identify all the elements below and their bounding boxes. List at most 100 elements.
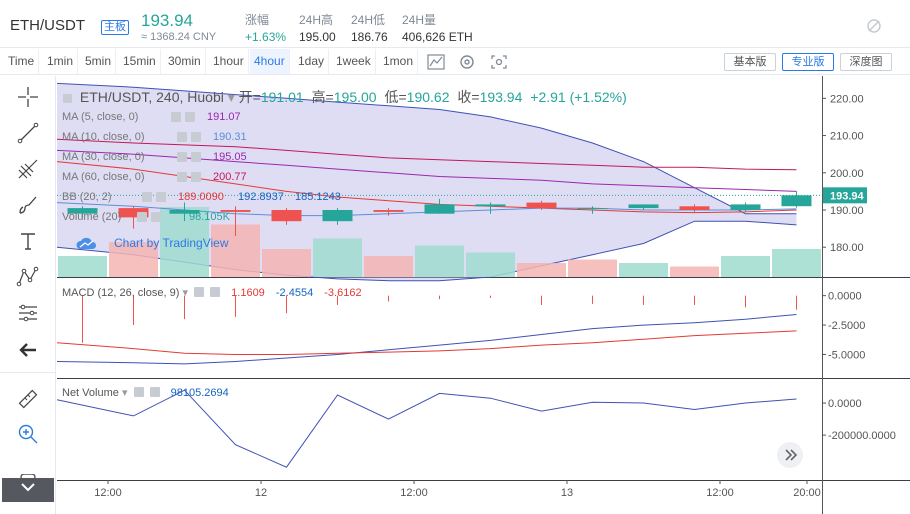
stat-value: +1.63% [245,30,287,44]
time-tick-label: 13 [561,487,573,499]
ma60-legend: MA (60, close, 0) 200.77 [62,170,247,184]
main-legend: ETH/USDT, 240, Huobi ▾ 开=191.01 高=195.00… [63,89,627,106]
crosshair-icon[interactable] [16,85,40,109]
tf-time[interactable]: Time [4,49,40,74]
tf-30min[interactable]: 30min [164,49,206,74]
indicator-remove-icon[interactable] [191,152,201,162]
ma30-line [56,149,797,192]
indicator-remove-icon[interactable] [156,192,166,202]
tf-15min[interactable]: 15min [119,49,161,74]
indicator-settings-icon[interactable] [177,172,187,182]
bb-legend: BB (20, 2) 189.0090 192.8937 185.1243 [62,190,341,204]
change-value: +2.91 (+1.52%) [530,89,627,105]
legend-chevron-icon[interactable]: ▾ [227,89,239,105]
scroll-to-latest-icon[interactable] [776,441,804,469]
tf-4hour[interactable]: 4hour [250,49,290,74]
indicator-label: Net Volume [62,387,119,399]
tf-1hour[interactable]: 1hour [209,49,249,74]
pattern-icon[interactable] [16,265,40,289]
indicator-remove-icon[interactable] [191,172,201,182]
indicator-value: 195.05 [213,151,247,163]
market-badge: 主板 [101,20,129,35]
net-volume-line [56,389,797,468]
price-tick-label: 220.00 [830,93,864,105]
tf-1week[interactable]: 1week [332,49,376,74]
indicator-settings-icon[interactable] [177,132,187,142]
high-value: 195.00 [333,89,377,105]
indicator-label: MA (5, close, 0) [62,111,139,123]
macd-hist-value: 1.1609 [231,287,265,299]
volume-bars [58,207,821,277]
candle-body [322,210,353,222]
cny-price: ≈ 1368.24 CNY [141,31,217,43]
collapse-icon[interactable] [63,94,72,103]
indicator-label: Volume (20) [62,211,122,223]
fib-icon[interactable] [16,301,40,325]
indicator-settings-icon[interactable] [142,192,152,202]
brush-icon[interactable] [16,193,40,217]
pitchfork-icon[interactable] [16,157,40,181]
hide-eye-icon[interactable] [866,18,882,34]
indicator-remove-icon[interactable] [149,387,160,397]
indicator-remove-icon[interactable] [151,212,161,222]
indicator-remove-icon[interactable] [185,112,195,122]
macd-line-value: -2.4554 [275,287,314,299]
candle-body [628,204,659,209]
candle-body [67,208,98,214]
indicator-label: BB (20, 2) [62,191,112,203]
indicator-remove-icon[interactable] [191,132,201,142]
tf-1day[interactable]: 1day [294,49,330,74]
bb-upper-value: 189.0090 [178,191,224,203]
tf-5min[interactable]: 5min [81,49,117,74]
last-price-tag-bg [823,187,867,204]
candlesticks [67,191,812,237]
drawing-tools-sidebar [0,76,56,514]
candle-body [424,204,455,214]
stat-low: 24H低 186.76 [351,12,388,46]
close-value: 193.94 [479,89,523,105]
candle-body [526,202,557,209]
settings-gear-icon[interactable] [456,52,478,72]
indicator-settings-icon[interactable] [177,152,187,162]
candle-body [373,210,404,212]
chart-type-icon[interactable] [425,52,447,72]
ruler-icon[interactable] [16,387,40,411]
volume-bar [466,252,515,277]
indicator-settings-icon[interactable] [194,287,205,297]
zoom-in-icon[interactable] [16,422,40,446]
indicator-label: MA (10, close, 0) [62,131,145,143]
indicator-settings-icon[interactable] [137,212,147,222]
ma30-legend: MA (30, close, 0) 195.05 [62,150,247,164]
symbol-name[interactable]: ETH/USDT [10,17,85,34]
macd-chevron-icon[interactable]: ▾ [182,287,188,299]
macd-pane [56,295,797,365]
tf-1min[interactable]: 1min [43,49,79,74]
stat-value: 406,626 ETH [402,30,473,44]
price-tick-label: 200.00 [830,168,864,180]
tf-1mon[interactable]: 1mon [379,49,419,74]
price-tick-label: 180.00 [830,242,864,254]
stat-label: 24H低 [351,13,386,27]
view-pro-button[interactable]: 专业版 [782,53,834,71]
lock-icon[interactable] [2,474,54,502]
view-depth-button[interactable]: 深度图 [840,53,892,71]
screenshot-icon[interactable] [488,52,510,72]
nv-tick-label: -200000.0000 [828,430,896,442]
macd-line [56,314,797,365]
time-tick-label: 12:00 [706,487,734,499]
back-arrow-icon[interactable] [16,338,40,362]
volume-bar [262,249,311,277]
text-icon[interactable] [16,229,40,253]
trend-line-icon[interactable] [16,121,40,145]
view-basic-button[interactable]: 基本版 [724,53,776,71]
indicator-value: 191.07 [207,111,241,123]
indicator-settings-icon[interactable] [133,387,144,397]
nv-chevron-icon[interactable]: ▾ [121,387,128,399]
candle-body [679,206,710,210]
net-volume-pane [56,389,797,468]
tradingview-watermark[interactable]: Chart by TradingView [76,236,229,250]
candle-body [271,210,302,222]
indicator-settings-icon[interactable] [171,112,181,122]
indicator-remove-icon[interactable] [210,287,221,297]
